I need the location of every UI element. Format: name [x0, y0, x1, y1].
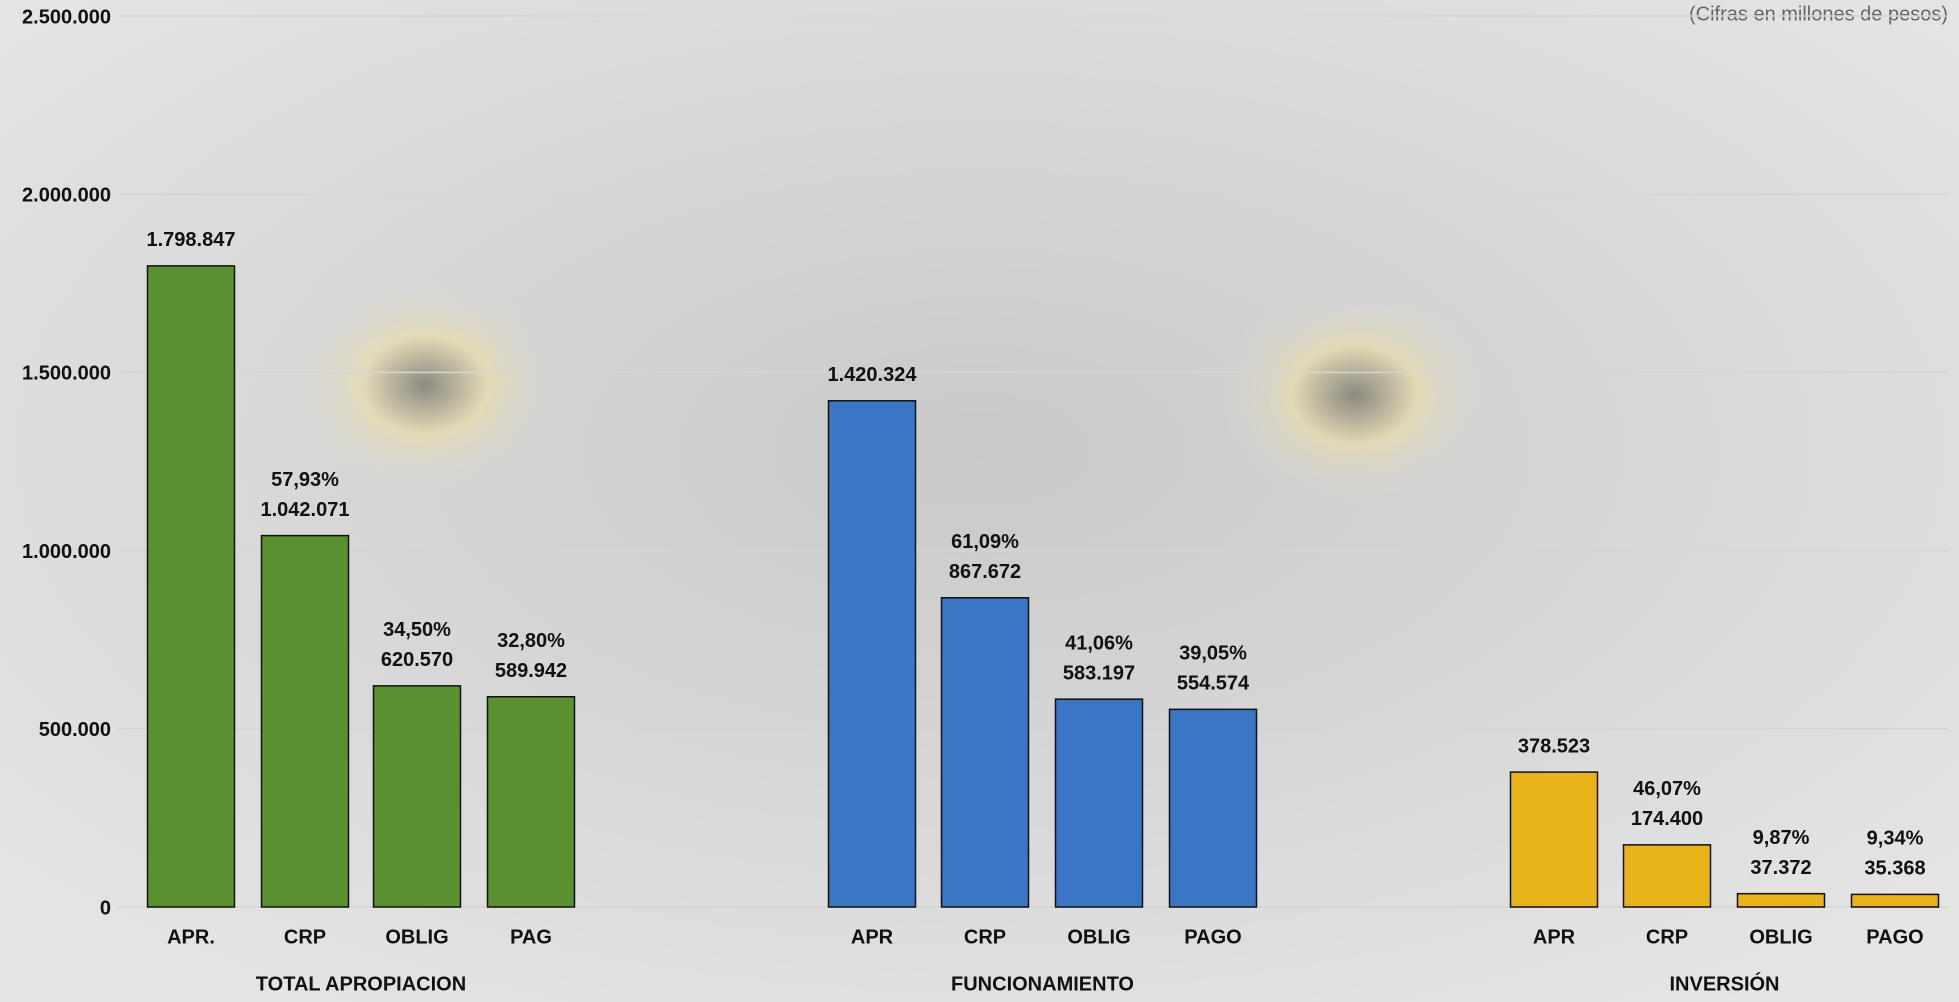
y-tick-label: 0 — [100, 897, 111, 919]
value-label: 1.420.324 — [828, 364, 918, 386]
value-label: 378.523 — [1518, 735, 1590, 757]
bar — [374, 686, 461, 907]
percent-label: 46,07% — [1633, 778, 1701, 800]
subtitle: (Cifras en millones de pesos) — [1689, 3, 1948, 25]
bar — [1056, 699, 1143, 907]
percent-label: 39,05% — [1179, 643, 1247, 665]
bar — [1511, 772, 1598, 907]
bar — [262, 536, 349, 907]
value-label: 589.942 — [495, 660, 567, 682]
group-label: FUNCIONAMIENTO — [951, 973, 1134, 995]
x-tick-label: APR — [1533, 926, 1576, 948]
group-label: INVERSIÓN — [1669, 971, 1779, 995]
percent-label: 57,93% — [271, 469, 339, 491]
x-tick-label: CRP — [1646, 926, 1688, 948]
percent-label: 32,80% — [497, 630, 565, 652]
x-tick-label: OBLIG — [1749, 926, 1812, 948]
bar — [942, 598, 1029, 907]
y-tick-label: 2.500.000 — [22, 6, 111, 28]
y-tick-label: 1.000.000 — [22, 541, 111, 563]
value-label: 867.672 — [949, 561, 1021, 583]
value-label: 620.570 — [381, 649, 453, 671]
x-tick-label: APR. — [167, 926, 215, 948]
x-tick-label: CRP — [964, 926, 1006, 948]
bar — [1852, 894, 1939, 907]
value-label: 35.368 — [1864, 858, 1925, 880]
background-eye — [1215, 285, 1495, 505]
bar — [488, 697, 575, 907]
bar — [829, 401, 916, 907]
percent-label: 61,09% — [951, 531, 1019, 553]
y-tick-label: 500.000 — [39, 719, 111, 741]
x-tick-label: OBLIG — [385, 926, 448, 948]
x-tick-label: PAGO — [1866, 926, 1923, 948]
value-label: 554.574 — [1177, 673, 1250, 695]
value-label: 583.197 — [1063, 662, 1135, 684]
x-tick-label: PAGO — [1184, 926, 1241, 948]
percent-label: 9,87% — [1753, 827, 1810, 849]
x-tick-label: PAG — [510, 926, 552, 948]
y-tick-label: 2.000.000 — [22, 184, 111, 206]
percent-label: 41,06% — [1065, 632, 1133, 654]
y-tick-label: 1.500.000 — [22, 363, 111, 385]
x-tick-label: APR — [851, 926, 894, 948]
x-tick-label: OBLIG — [1067, 926, 1130, 948]
value-label: 174.400 — [1631, 808, 1703, 830]
x-tick-label: CRP — [284, 926, 326, 948]
bar — [148, 266, 235, 907]
value-label: 1.042.071 — [261, 499, 350, 521]
background-eye — [285, 275, 565, 495]
value-label: 1.798.847 — [147, 229, 236, 251]
bar — [1170, 709, 1257, 907]
value-label: 37.372 — [1750, 857, 1811, 879]
group-label: TOTAL APROPIACION — [256, 973, 466, 995]
percent-label: 9,34% — [1867, 828, 1924, 850]
chart: (Cifras en millones de pesos) 0 500.000 1.… — [0, 0, 1959, 1002]
bar — [1738, 894, 1825, 907]
percent-label: 34,50% — [383, 619, 451, 641]
bar — [1624, 845, 1711, 907]
